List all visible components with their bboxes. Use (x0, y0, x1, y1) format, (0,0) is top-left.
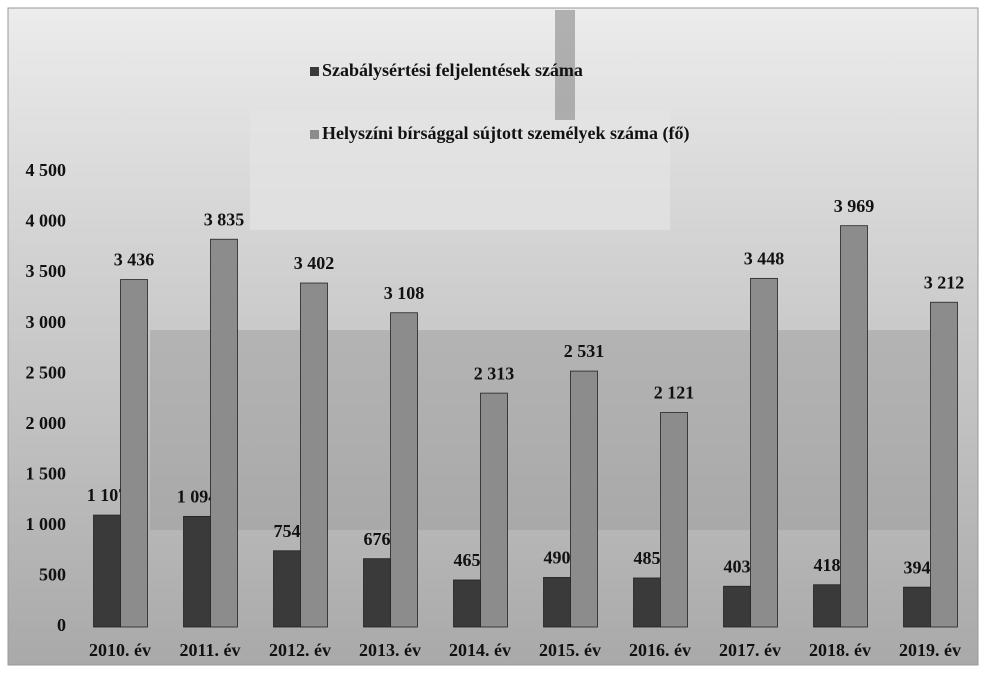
bar (453, 579, 481, 628)
bar (210, 238, 238, 628)
x-tick-label: 2010. év (89, 640, 151, 660)
bar (390, 312, 418, 628)
bar (93, 514, 121, 628)
y-tick-label: 2 500 (26, 362, 67, 382)
value-label: 2 313 (474, 363, 515, 383)
bar (723, 585, 751, 628)
x-tick-label: 2011. év (180, 640, 241, 660)
bar (480, 392, 508, 628)
value-label: 465 (454, 550, 481, 570)
bar (363, 558, 391, 628)
bar (183, 515, 211, 628)
value-label: 676 (364, 529, 391, 549)
bar (633, 577, 661, 628)
y-tick-label: 2 000 (26, 413, 67, 433)
value-label: 3 436 (114, 250, 155, 270)
value-label: 1 094 (177, 487, 218, 507)
value-label: 3 835 (204, 209, 245, 229)
bar (660, 412, 688, 628)
bar (813, 584, 841, 628)
building (150, 330, 930, 530)
x-tick-label: 2013. év (359, 640, 421, 660)
value-label: 490 (544, 548, 571, 568)
y-tick-label: 4 000 (26, 211, 67, 231)
x-tick-label: 2016. év (629, 640, 691, 660)
x-tick-label: 2012. év (269, 640, 331, 660)
value-label: 1 107 (87, 485, 128, 505)
bar (543, 577, 571, 628)
y-tick-label: 4 500 (26, 160, 67, 180)
y-tick-label: 500 (39, 565, 66, 585)
x-tick-label: 2019. év (899, 640, 961, 660)
value-label: 3 402 (294, 253, 335, 273)
value-label: 3 969 (834, 196, 875, 216)
y-tick-label: 1 000 (26, 514, 67, 534)
value-label: 485 (634, 548, 661, 568)
value-label: 2 121 (654, 383, 695, 403)
value-label: 3 108 (384, 283, 425, 303)
legend-label: Helyszíni bírsággal sújtott személyek sz… (322, 123, 689, 144)
bar (300, 282, 328, 628)
value-label: 3 448 (744, 248, 785, 268)
bar (930, 301, 958, 628)
legend-swatch (310, 67, 319, 76)
bar (273, 550, 301, 628)
bar (570, 370, 598, 628)
legend-label: Szabálysértési feljelentések száma (322, 60, 583, 80)
bar (750, 277, 778, 628)
value-label: 418 (814, 555, 841, 575)
value-label: 403 (724, 556, 751, 576)
value-label: 394 (904, 557, 931, 577)
x-tick-label: 2014. év (449, 640, 511, 660)
bar (120, 279, 148, 628)
chimney (555, 10, 575, 120)
value-label: 2 531 (564, 341, 605, 361)
x-tick-label: 2015. év (539, 640, 601, 660)
y-tick-label: 3 500 (26, 261, 67, 281)
y-tick-label: 0 (57, 615, 66, 635)
value-label: 754 (274, 521, 301, 541)
building (250, 110, 670, 230)
y-tick-label: 3 000 (26, 312, 67, 332)
x-tick-label: 2018. év (809, 640, 871, 660)
legend-swatch (310, 130, 319, 139)
x-tick-label: 2017. év (719, 640, 781, 660)
bar (840, 225, 868, 628)
bar (903, 586, 931, 628)
value-label: 3 212 (924, 272, 965, 292)
y-tick-label: 1 500 (26, 463, 67, 483)
